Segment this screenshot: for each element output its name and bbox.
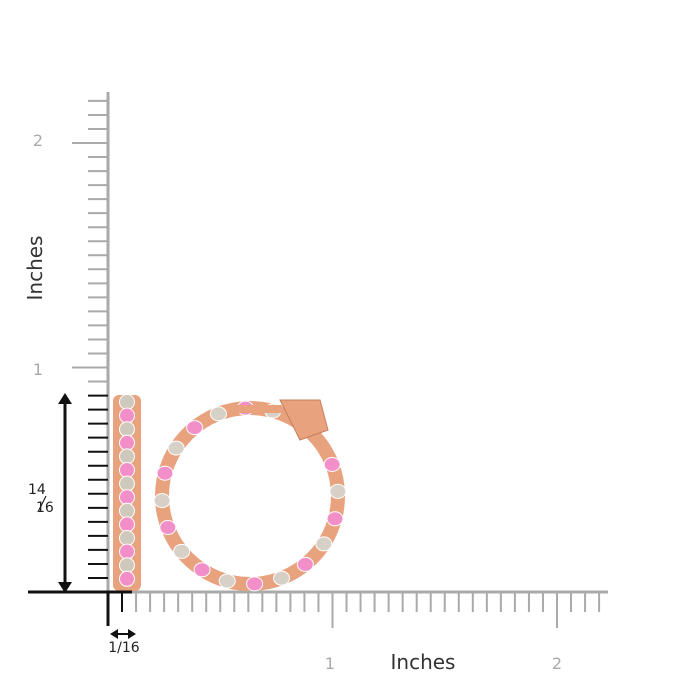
stone xyxy=(167,440,185,456)
y-tick-label: 1 xyxy=(33,360,43,379)
stone xyxy=(156,465,174,481)
stone xyxy=(119,448,135,465)
fraction-slash xyxy=(37,495,47,513)
clasp-post xyxy=(232,405,282,413)
stone xyxy=(296,556,314,572)
stone xyxy=(315,536,333,552)
stone xyxy=(193,562,211,578)
stone xyxy=(119,475,135,492)
earring xyxy=(113,394,347,592)
stone xyxy=(119,502,135,519)
x-axis-label: Inches xyxy=(391,650,456,674)
stone xyxy=(329,483,347,499)
stone xyxy=(323,456,341,472)
stone xyxy=(119,516,135,533)
stone xyxy=(119,421,135,438)
x-tick-label: 2 xyxy=(552,654,562,673)
stone xyxy=(119,434,135,451)
stone xyxy=(119,557,135,574)
stone xyxy=(273,570,291,586)
clasp xyxy=(279,399,329,441)
stone xyxy=(159,520,177,536)
stone xyxy=(326,511,344,527)
stone xyxy=(119,489,135,506)
stone xyxy=(218,573,236,589)
width-label: 1/16 xyxy=(108,640,140,656)
stone xyxy=(119,570,135,587)
height-numerator: 14 xyxy=(28,482,46,498)
width-arrow-heads xyxy=(110,629,136,639)
stone xyxy=(119,543,135,560)
stone xyxy=(119,407,135,424)
y-tick-label: 2 xyxy=(33,131,43,150)
stone xyxy=(153,493,171,509)
rulers xyxy=(72,92,608,628)
stone xyxy=(209,406,227,422)
height-denominator: 16 xyxy=(36,500,54,516)
stone xyxy=(173,543,191,559)
stone xyxy=(119,530,135,546)
x-tick-label: 1 xyxy=(325,654,335,673)
stone xyxy=(246,576,264,592)
stone xyxy=(119,462,135,478)
y-axis-label: Inches xyxy=(23,236,47,301)
stone xyxy=(186,420,204,436)
stone xyxy=(119,394,135,410)
